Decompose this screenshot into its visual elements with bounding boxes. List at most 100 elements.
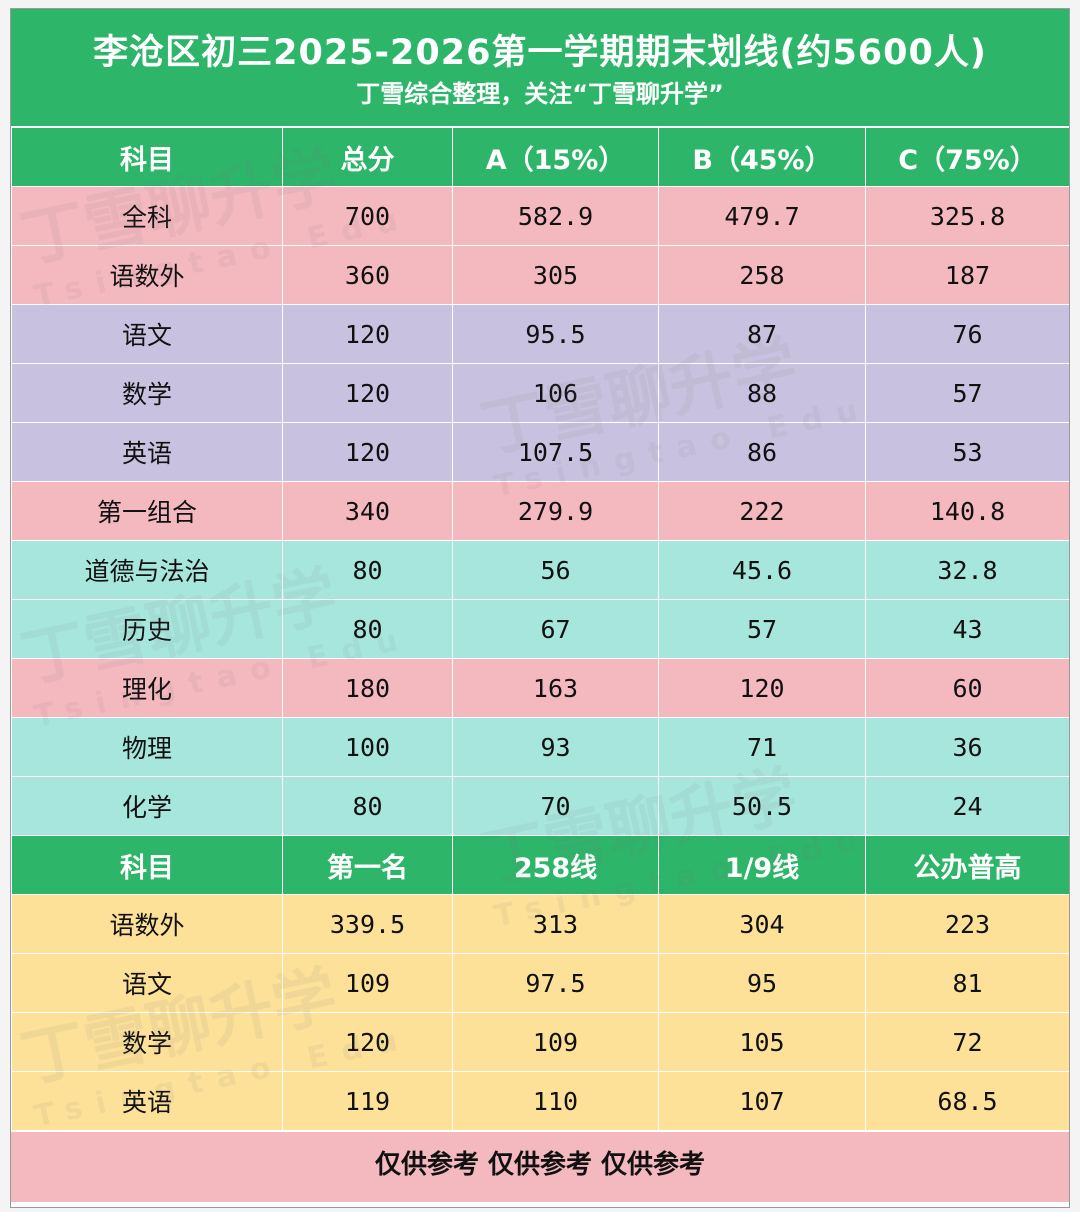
- score-cell: 70: [452, 776, 659, 836]
- subject-cell: 物理: [11, 717, 283, 777]
- table-row: 语文 109 97.5 95 81: [11, 953, 1069, 1013]
- subject-cell: 英语: [11, 422, 283, 482]
- column-header-total: 总分: [282, 127, 453, 187]
- score-table-card: 李沧区初三2025-2026第一学期期末划线(约5600人) 丁雪综合整理，关注…: [10, 8, 1070, 1208]
- column-header-b: B（45%）: [658, 127, 866, 187]
- table-row: 语数外 339.5 313 304 223: [11, 894, 1069, 954]
- score-cell: 107: [658, 1071, 866, 1131]
- score-cell: 68.5: [865, 1071, 1069, 1131]
- subject-cell: 语文: [11, 953, 283, 1013]
- score-cell: 109: [282, 953, 453, 1013]
- title-block: 李沧区初三2025-2026第一学期期末划线(约5600人) 丁雪综合整理，关注…: [11, 9, 1069, 127]
- score-cell: 60: [865, 658, 1069, 718]
- score-cell: 97.5: [452, 953, 659, 1013]
- table-row: 化学 80 70 50.5 24: [11, 776, 1069, 836]
- table-row: 英语 119 110 107 68.5: [11, 1071, 1069, 1131]
- score-cell: 80: [282, 599, 453, 659]
- score-cell: 187: [865, 245, 1069, 305]
- score-cell: 109: [452, 1012, 659, 1072]
- score-cell: 53: [865, 422, 1069, 482]
- subject-cell: 语数外: [11, 894, 283, 954]
- score-cell: 88: [658, 363, 866, 423]
- score-cell: 313: [452, 894, 659, 954]
- subject-cell: 语文: [11, 304, 283, 364]
- column-header-first-place: 第一名: [282, 835, 453, 895]
- score-cell: 32.8: [865, 540, 1069, 600]
- table-row: 语文 120 95.5 87 76: [11, 304, 1069, 364]
- score-cell: 80: [282, 776, 453, 836]
- score-cell: 86: [658, 422, 866, 482]
- subject-cell: 道德与法治: [11, 540, 283, 600]
- score-cell: 223: [865, 894, 1069, 954]
- column-header-subject: 科目: [11, 835, 283, 895]
- score-cell: 120: [282, 304, 453, 364]
- table-row: 历史 80 67 57 43: [11, 599, 1069, 659]
- subject-cell: 历史: [11, 599, 283, 659]
- score-cell: 479.7: [658, 186, 866, 246]
- score-cell: 57: [658, 599, 866, 659]
- score-cell: 120: [282, 363, 453, 423]
- score-cell: 45.6: [658, 540, 866, 600]
- table-row: 数学 120 106 88 57: [11, 363, 1069, 423]
- score-cell: 582.9: [452, 186, 659, 246]
- score-cell: 119: [282, 1071, 453, 1131]
- subject-cell: 全科: [11, 186, 283, 246]
- table-row: 第一组合 340 279.9 222 140.8: [11, 481, 1069, 541]
- score-cell: 163: [452, 658, 659, 718]
- score-cell: 339.5: [282, 894, 453, 954]
- score-cell: 700: [282, 186, 453, 246]
- score-cell: 87: [658, 304, 866, 364]
- score-cell: 95: [658, 953, 866, 1013]
- column-header-subject: 科目: [11, 127, 283, 187]
- subject-cell: 理化: [11, 658, 283, 718]
- table-row: 道德与法治 80 56 45.6 32.8: [11, 540, 1069, 600]
- score-cell: 107.5: [452, 422, 659, 482]
- score-cell: 304: [658, 894, 866, 954]
- score-cell: 222: [658, 481, 866, 541]
- score-cell: 24: [865, 776, 1069, 836]
- score-cell: 110: [452, 1071, 659, 1131]
- page-subtitle: 丁雪综合整理，关注“丁雪聊升学”: [356, 80, 724, 108]
- score-cell: 140.8: [865, 481, 1069, 541]
- score-cell: 93: [452, 717, 659, 777]
- score-cell: 258: [658, 245, 866, 305]
- subject-cell: 第一组合: [11, 481, 283, 541]
- score-cell: 120: [282, 1012, 453, 1072]
- score-cell: 81: [865, 953, 1069, 1013]
- score-cell: 105: [658, 1012, 866, 1072]
- column-header-public-high-school: 公办普高: [865, 835, 1069, 895]
- score-table: 科目 总分 A（15%） B（45%） C（75%） 全科 700 582.9 479…: [11, 127, 1069, 1131]
- score-cell: 279.9: [452, 481, 659, 541]
- column-header-a: A（15%）: [452, 127, 659, 187]
- score-cell: 120: [658, 658, 866, 718]
- score-cell: 340: [282, 481, 453, 541]
- column-header-258-line: 258线: [452, 835, 659, 895]
- table-row: 物理 100 93 71 36: [11, 717, 1069, 777]
- score-cell: 95.5: [452, 304, 659, 364]
- table2-header-row: 科目 第一名 258线 1/9线 公办普高: [11, 835, 1069, 895]
- subject-cell: 语数外: [11, 245, 283, 305]
- score-cell: 71: [658, 717, 866, 777]
- score-cell: 106: [452, 363, 659, 423]
- table-row: 全科 700 582.9 479.7 325.8: [11, 186, 1069, 246]
- score-cell: 72: [865, 1012, 1069, 1072]
- subject-cell: 英语: [11, 1071, 283, 1131]
- table-row: 理化 180 163 120 60: [11, 658, 1069, 718]
- score-cell: 67: [452, 599, 659, 659]
- column-header-c: C（75%）: [865, 127, 1069, 187]
- score-cell: 36: [865, 717, 1069, 777]
- score-cell: 76: [865, 304, 1069, 364]
- table-row: 英语 120 107.5 86 53: [11, 422, 1069, 482]
- subject-cell: 数学: [11, 1012, 283, 1072]
- score-cell: 80: [282, 540, 453, 600]
- score-cell: 56: [452, 540, 659, 600]
- score-cell: 120: [282, 422, 453, 482]
- score-cell: 43: [865, 599, 1069, 659]
- subject-cell: 化学: [11, 776, 283, 836]
- score-cell: 180: [282, 658, 453, 718]
- table-row: 数学 120 109 105 72: [11, 1012, 1069, 1072]
- score-cell: 50.5: [658, 776, 866, 836]
- score-cell: 360: [282, 245, 453, 305]
- page-title: 李沧区初三2025-2026第一学期期末划线(约5600人): [93, 33, 987, 73]
- disclaimer-footer: 仅供参考 仅供参考 仅供参考: [11, 1131, 1069, 1202]
